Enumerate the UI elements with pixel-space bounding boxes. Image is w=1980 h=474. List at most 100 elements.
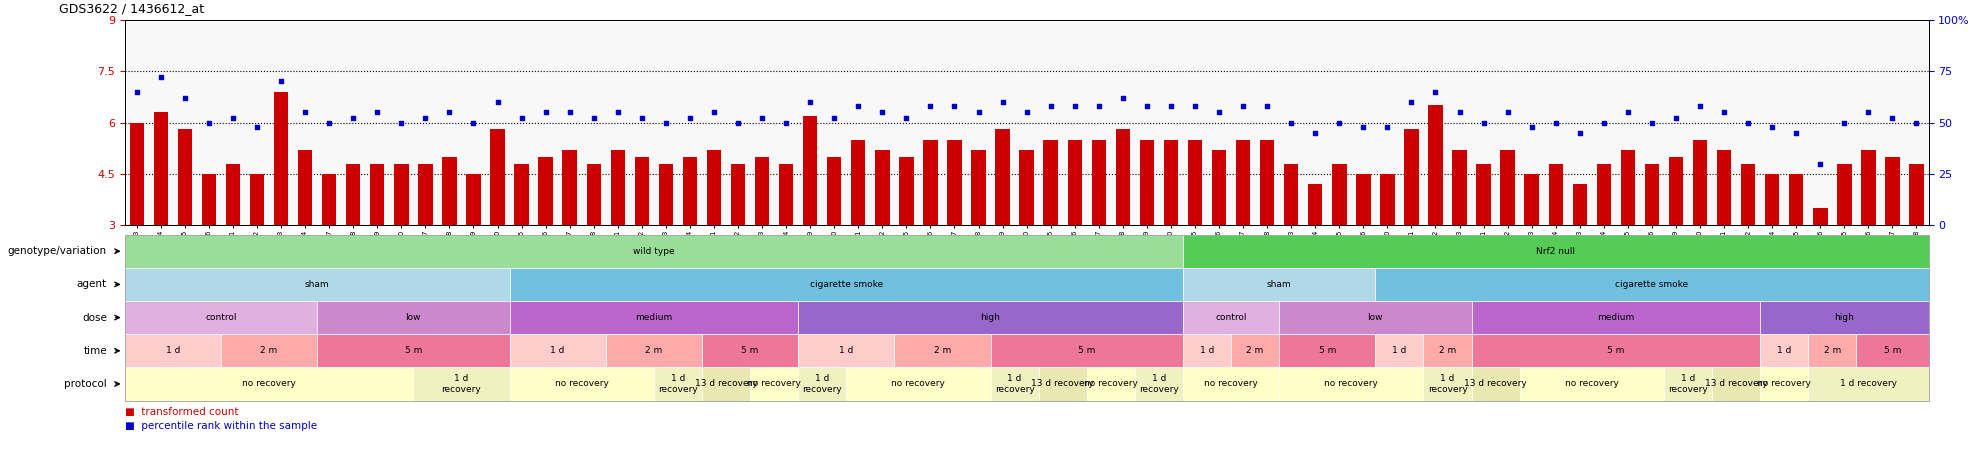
Text: genotype/variation: genotype/variation: [8, 246, 107, 256]
Point: [915, 102, 946, 110]
Text: ■  percentile rank within the sample: ■ percentile rank within the sample: [125, 420, 317, 431]
Text: 5 m: 5 m: [1608, 346, 1624, 355]
Point: [1059, 102, 1091, 110]
Text: control: control: [206, 313, 238, 322]
Text: 1 d
recovery: 1 d recovery: [657, 374, 697, 393]
Text: no recovery: no recovery: [1083, 380, 1138, 388]
Bar: [1814, 208, 1828, 225]
Text: sham: sham: [1267, 280, 1291, 289]
Point: [313, 119, 345, 127]
Bar: [875, 150, 889, 225]
Bar: [1043, 140, 1057, 225]
Point: [746, 115, 778, 122]
Text: cigarette smoke: cigarette smoke: [1616, 280, 1689, 289]
Bar: [707, 150, 721, 225]
Bar: [683, 157, 697, 225]
Text: 2 m: 2 m: [1247, 346, 1263, 355]
Point: [1517, 123, 1548, 130]
Bar: [1164, 140, 1178, 225]
Text: 1 d: 1 d: [1392, 346, 1406, 355]
Point: [626, 115, 657, 122]
Bar: [1477, 164, 1491, 225]
Text: no recovery: no recovery: [1564, 380, 1620, 388]
Point: [649, 119, 681, 127]
Text: cigarette smoke: cigarette smoke: [810, 280, 883, 289]
Bar: [636, 157, 649, 225]
Point: [1659, 115, 1691, 122]
Point: [723, 119, 754, 127]
Point: [1180, 102, 1212, 110]
Bar: [1212, 150, 1226, 225]
Point: [1010, 109, 1041, 116]
Text: 1 d
recovery: 1 d recovery: [994, 374, 1034, 393]
Text: low: low: [1368, 313, 1384, 322]
Point: [145, 73, 176, 81]
Point: [1877, 115, 1909, 122]
Point: [1732, 119, 1764, 127]
Bar: [610, 150, 626, 225]
Bar: [1501, 150, 1515, 225]
Point: [1107, 94, 1138, 102]
Text: Nrf2 null: Nrf2 null: [1536, 247, 1576, 255]
Bar: [1622, 150, 1635, 225]
Bar: [1837, 164, 1851, 225]
Bar: [491, 129, 505, 225]
Point: [194, 119, 226, 127]
Text: dose: dose: [81, 312, 107, 323]
Point: [699, 109, 731, 116]
Bar: [586, 164, 602, 225]
Point: [1275, 119, 1307, 127]
Point: [1828, 119, 1859, 127]
Point: [794, 98, 826, 106]
Point: [673, 115, 705, 122]
Point: [1564, 129, 1596, 137]
Point: [1396, 98, 1428, 106]
Point: [242, 123, 273, 130]
Bar: [1525, 174, 1538, 225]
Bar: [1861, 150, 1875, 225]
Text: 5 m: 5 m: [1883, 346, 1901, 355]
Point: [1228, 102, 1259, 110]
Point: [1299, 129, 1331, 137]
Text: 1 d: 1 d: [840, 346, 853, 355]
Point: [1709, 109, 1740, 116]
Point: [168, 94, 200, 102]
Bar: [249, 174, 263, 225]
Text: no recovery: no recovery: [746, 380, 802, 388]
Point: [481, 98, 513, 106]
Point: [1612, 109, 1643, 116]
Bar: [1333, 164, 1346, 225]
Point: [1588, 119, 1620, 127]
Bar: [226, 164, 240, 225]
Text: 1 d
recovery: 1 d recovery: [1428, 374, 1467, 393]
Text: 5 m: 5 m: [1319, 346, 1336, 355]
Bar: [778, 164, 794, 225]
Bar: [465, 174, 481, 225]
Point: [939, 102, 970, 110]
Bar: [178, 129, 192, 225]
Bar: [323, 174, 337, 225]
Bar: [1188, 140, 1202, 225]
Point: [1131, 102, 1162, 110]
Bar: [946, 140, 962, 225]
Text: no recovery: no recovery: [242, 380, 295, 388]
Point: [410, 115, 442, 122]
Text: ■  transformed count: ■ transformed count: [125, 407, 238, 418]
Bar: [1693, 140, 1707, 225]
Text: wild type: wild type: [634, 247, 675, 255]
Text: 1 d: 1 d: [1200, 346, 1214, 355]
Text: 13 d recovery: 13 d recovery: [1705, 380, 1768, 388]
Bar: [1067, 140, 1081, 225]
Bar: [659, 164, 673, 225]
Text: high: high: [1833, 313, 1855, 322]
Point: [1804, 160, 1835, 167]
Text: 2 m: 2 m: [1824, 346, 1841, 355]
Text: no recovery: no recovery: [1325, 380, 1378, 388]
Bar: [539, 157, 552, 225]
Text: 1 d: 1 d: [166, 346, 180, 355]
Bar: [899, 157, 913, 225]
Text: 2 m: 2 m: [645, 346, 663, 355]
Bar: [1091, 140, 1107, 225]
Bar: [562, 150, 576, 225]
Bar: [129, 123, 145, 225]
